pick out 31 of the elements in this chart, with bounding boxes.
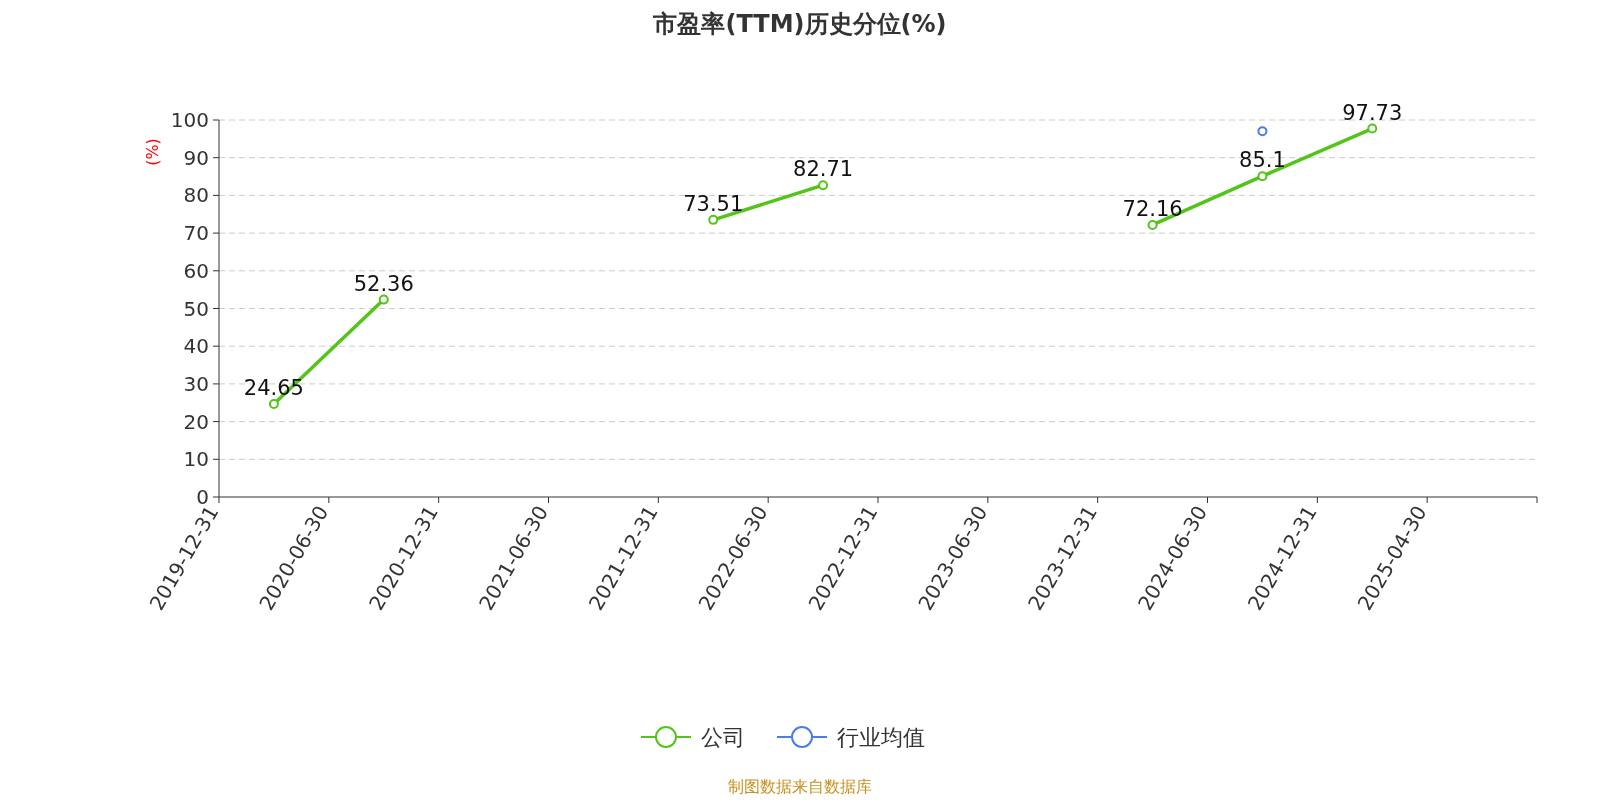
y-tick-label: 70 <box>183 221 209 246</box>
y-tick-label: 50 <box>183 296 209 321</box>
data-label: 72.16 <box>1122 196 1183 221</box>
y-tick-label: 80 <box>183 183 209 208</box>
y-tick-label: 0 <box>196 485 209 509</box>
data-label: 73.51 <box>683 191 744 216</box>
legend-label: 行业均值 <box>837 725 925 750</box>
legend-label: 公司 <box>701 725 745 750</box>
chart-title: 市盈率(TTM)历史分位(%) <box>652 10 947 38</box>
y-tick-label: 100 <box>170 108 209 132</box>
y-tick-label: 20 <box>183 409 209 434</box>
point <box>708 214 719 225</box>
point <box>1257 171 1268 182</box>
point <box>268 399 279 410</box>
data-label: 85.1 <box>1239 148 1286 173</box>
point <box>1147 219 1158 230</box>
point <box>1367 123 1378 134</box>
y-tick-label: 10 <box>183 447 209 472</box>
data-label: 82.71 <box>793 157 854 182</box>
point <box>378 294 389 305</box>
legend-公司: 公司 <box>640 725 745 750</box>
data-label: 52.36 <box>353 271 414 296</box>
data-label: 97.73 <box>1342 100 1403 125</box>
y-tick-label: 60 <box>183 258 209 283</box>
text: 制图数据来自数据库 <box>728 777 872 796</box>
y-tick-label: 30 <box>183 371 209 396</box>
y-axis-title: (%) <box>143 138 162 166</box>
y-tick-label: 90 <box>183 145 209 170</box>
y-tick-label: 40 <box>183 334 209 359</box>
point <box>818 180 829 191</box>
legend-行业均值: 行业均值 <box>776 725 925 750</box>
